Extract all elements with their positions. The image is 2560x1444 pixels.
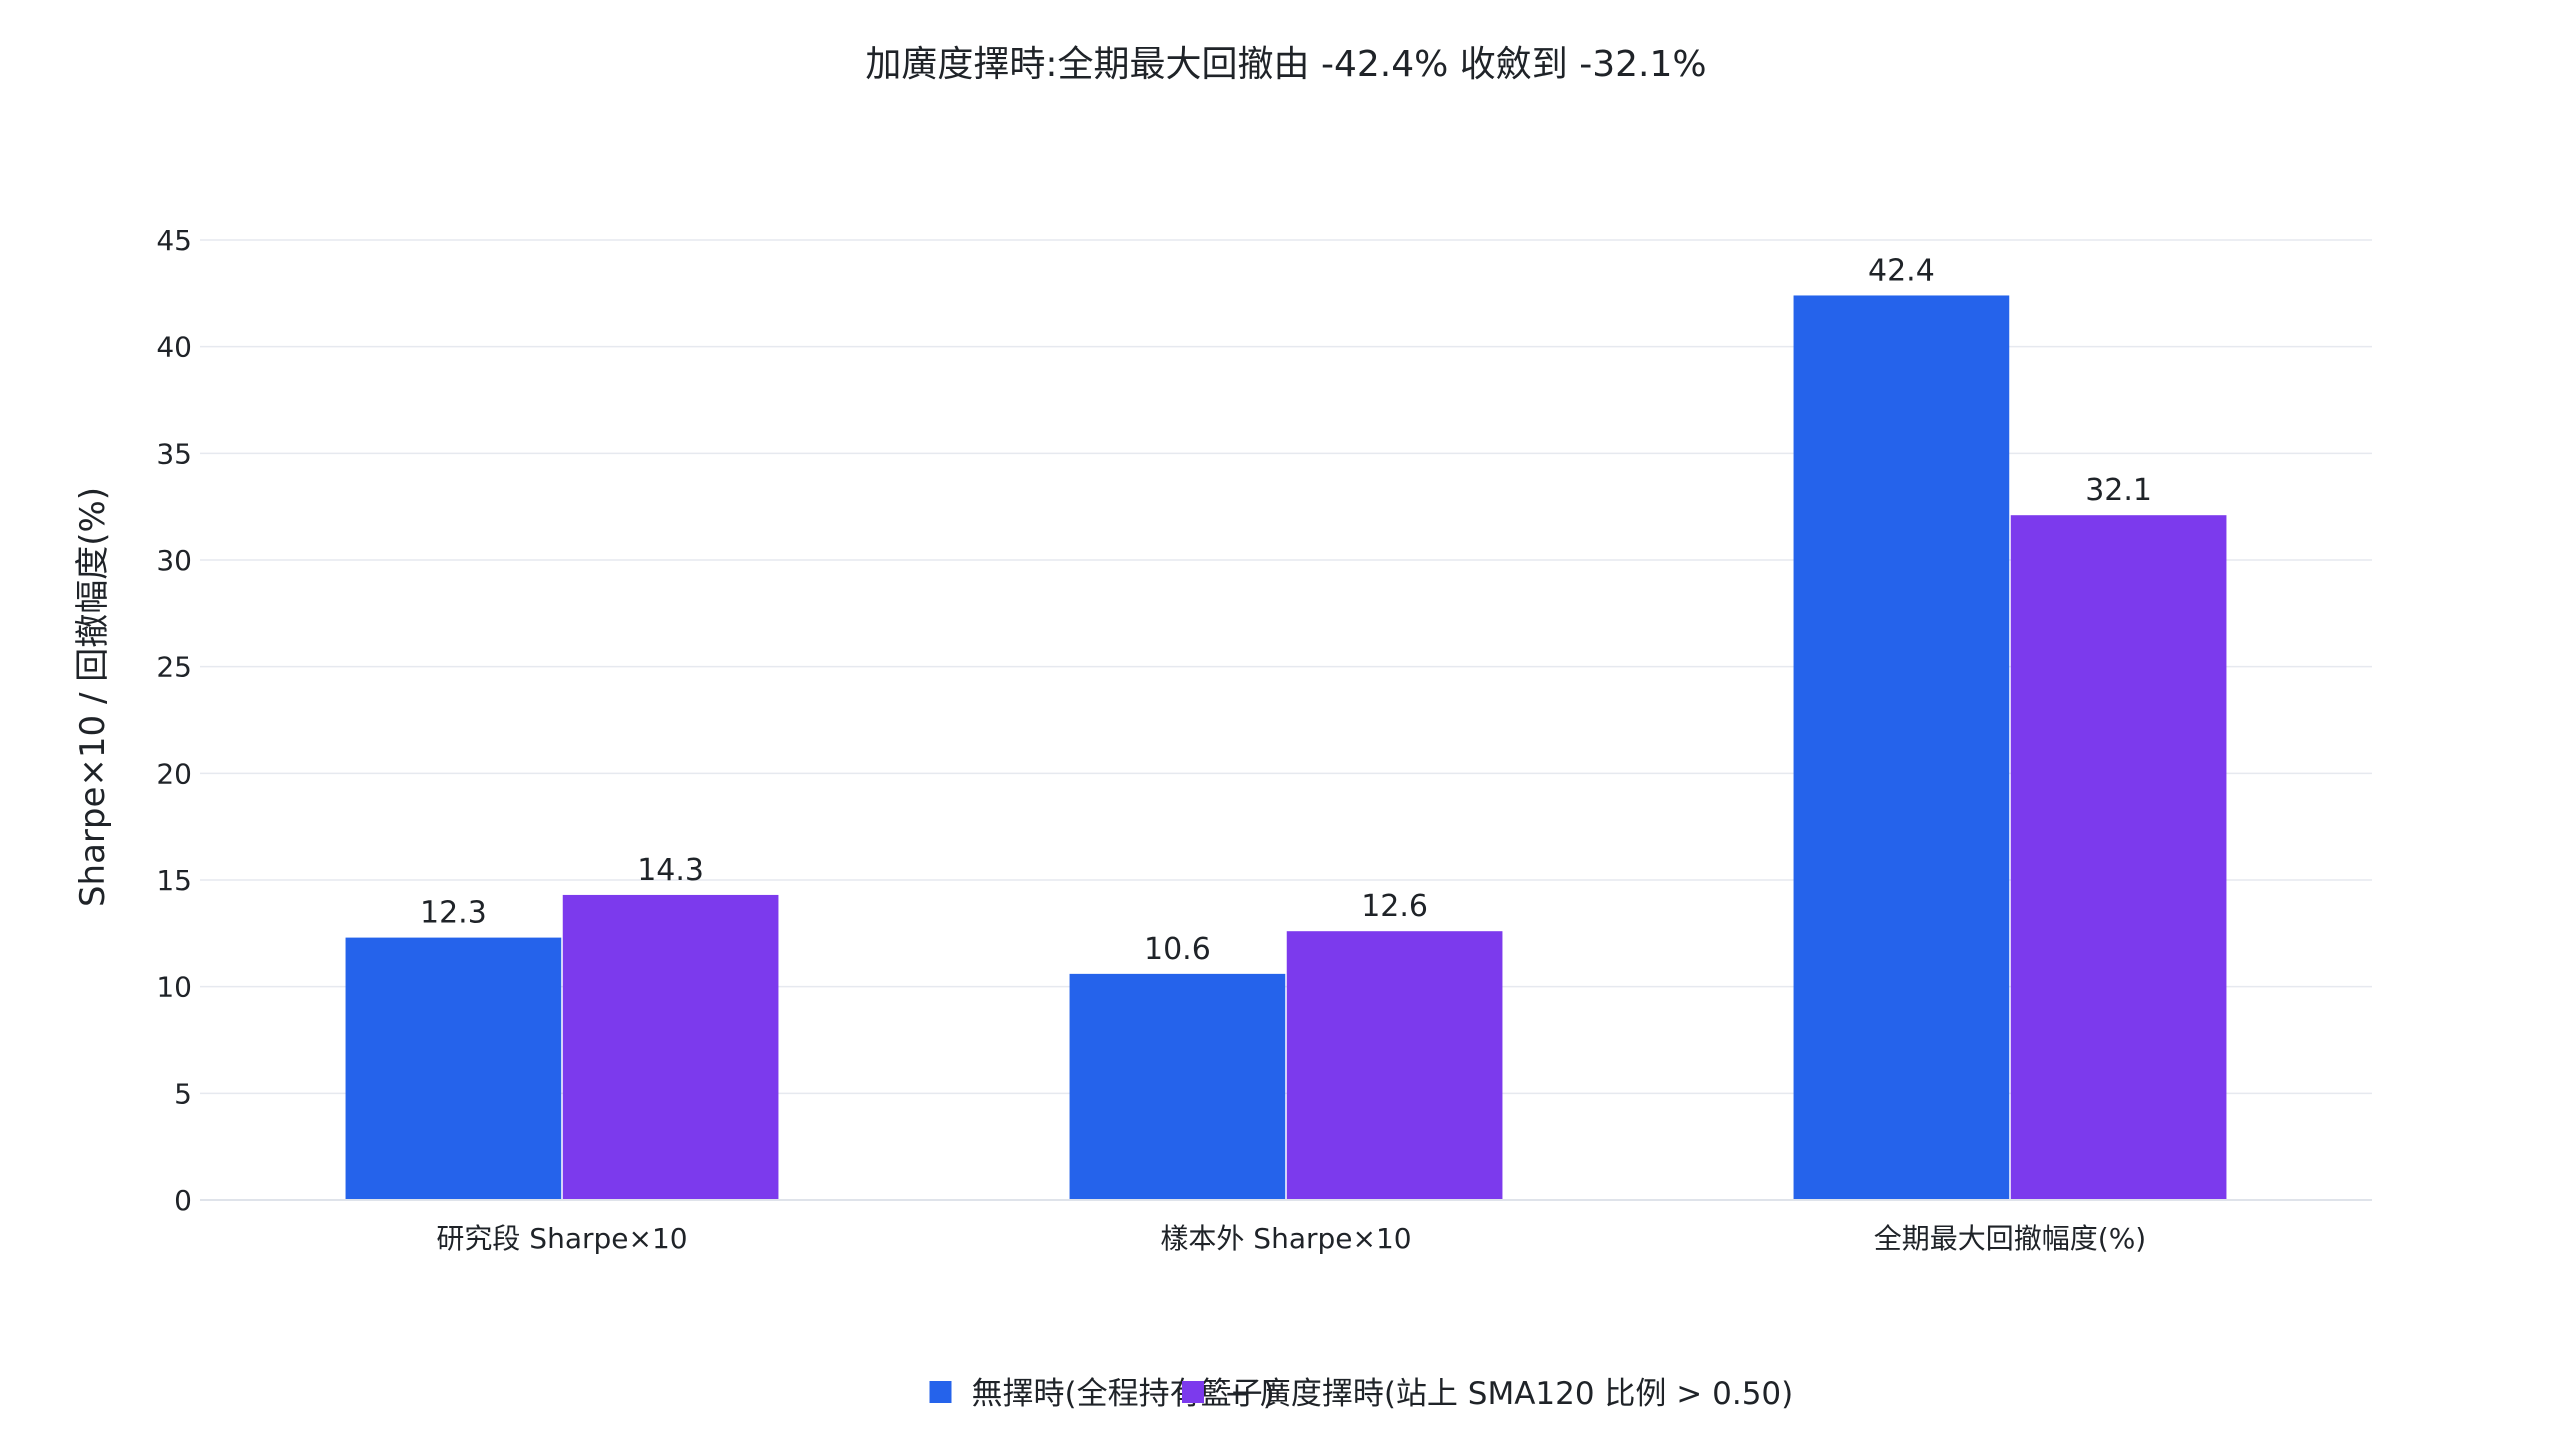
- x-tick-label: 研究段 Sharpe×10: [436, 1222, 687, 1255]
- bar: [1069, 973, 1286, 1200]
- data-label: 10.6: [1144, 932, 1211, 967]
- y-axis-title: Sharpe×10 / 回撤幅度(%): [73, 487, 113, 907]
- y-tick-label: 20: [156, 757, 192, 790]
- chart-title: 加廣度擇時:全期最大回撤由 -42.4% 收斂到 -32.1%: [865, 44, 1706, 85]
- y-tick-label: 25: [156, 651, 192, 684]
- y-tick-label: 40: [156, 331, 192, 364]
- bar: [345, 937, 562, 1200]
- legend-label: + 廣度擇時(站上 SMA120 比例 > 0.50): [1224, 1376, 1793, 1412]
- legend: 無擇時(全程持有籃子)+ 廣度擇時(站上 SMA120 比例 > 0.50): [929, 1376, 1793, 1412]
- y-tick-label: 30: [156, 544, 192, 577]
- legend-swatch: [929, 1381, 952, 1403]
- bar: [1793, 295, 2010, 1200]
- y-tick-label: 15: [156, 864, 192, 897]
- bar: [2010, 515, 2227, 1200]
- data-label: 14.3: [637, 853, 704, 888]
- bar: [562, 894, 779, 1200]
- y-tick-label: 45: [156, 224, 192, 257]
- legend-swatch: [1182, 1381, 1204, 1403]
- data-label: 42.4: [1868, 253, 1935, 288]
- x-tick-label: 樣本外 Sharpe×10: [1160, 1222, 1411, 1255]
- data-label: 12.3: [420, 896, 487, 931]
- bar: [1286, 931, 1503, 1200]
- gridlines: [200, 239, 2372, 1095]
- data-label: 12.6: [1361, 889, 1428, 924]
- y-tick-label: 0: [174, 1184, 192, 1217]
- y-tick-label: 35: [156, 437, 192, 470]
- legend-label: 無擇時(全程持有籃子): [972, 1376, 1275, 1412]
- axes: 0 5 10 15 20 25 30 35 40 45 研究段 Sharpe×10 樣本外 Sharp…: [156, 224, 2372, 1255]
- bars: [345, 295, 2227, 1200]
- data-labels: 12.3 14.3 10.6 12.6 42.4 32.1: [420, 253, 2152, 966]
- y-tick-label: 10: [156, 971, 192, 1004]
- data-label: 32.1: [2085, 473, 2152, 508]
- x-tick-label: 全期最大回撤幅度(%): [1874, 1222, 2146, 1255]
- y-tick-label: 5: [174, 1077, 192, 1110]
